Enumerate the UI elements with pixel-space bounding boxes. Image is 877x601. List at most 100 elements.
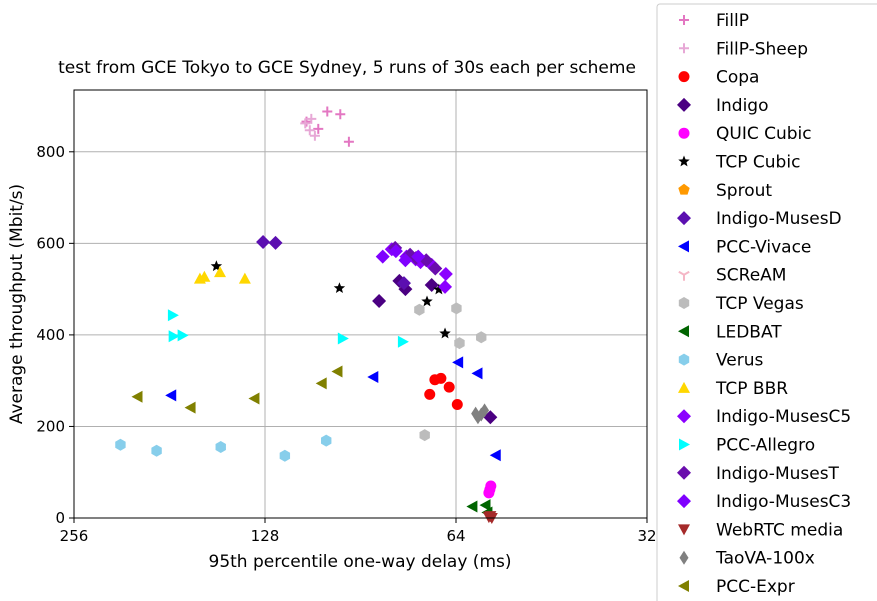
legend-marker [679, 15, 689, 25]
data-point [476, 407, 486, 422]
legend-marker [679, 43, 689, 54]
data-point [165, 389, 177, 402]
data-point [337, 332, 349, 345]
data-point [489, 449, 501, 462]
data-point [438, 279, 453, 294]
data-point [268, 235, 283, 250]
legend-label: Sprout [716, 181, 772, 201]
y-tick-label: 0 [55, 509, 65, 527]
data-point [428, 261, 443, 276]
data-point [313, 123, 324, 134]
data-point [151, 444, 162, 457]
legend-label: TCP BBR [715, 379, 788, 399]
data-point [454, 337, 465, 350]
legend-label: FillP [716, 11, 749, 31]
legend-label: QUIC Cubic [716, 124, 812, 144]
legend-marker [678, 183, 690, 195]
legend-label: LEDBAT [716, 322, 782, 342]
legend-marker [677, 97, 691, 112]
legend-label: TaoVA-100x [715, 549, 815, 569]
data-point [304, 125, 315, 136]
legend-label: Indigo-MusesD [716, 209, 842, 229]
legend-marker [679, 550, 689, 565]
legend-marker [678, 524, 690, 536]
data-point [210, 260, 223, 272]
data-point [375, 249, 390, 264]
legend-label: Indigo [716, 96, 769, 116]
data-point [331, 365, 343, 378]
data-points [115, 106, 501, 524]
data-point [476, 331, 487, 344]
legend-marker [678, 353, 690, 366]
data-point [396, 276, 411, 291]
data-point [279, 449, 291, 462]
data-point [411, 249, 426, 264]
x-tick-label: 32 [637, 527, 656, 545]
legend-label: PCC-Expr [716, 577, 795, 597]
legend-label: PCC-Vivace [716, 237, 811, 257]
legend-label: SCReAM [716, 266, 786, 286]
data-point [309, 130, 320, 141]
legend: FillP FillP-Sheep Copa Indigo QUIC Cubic TCP … [656, 3, 877, 601]
data-point [238, 272, 251, 284]
data-point [452, 356, 464, 369]
legend-marker [678, 297, 690, 309]
data-point [177, 329, 189, 342]
data-point [479, 499, 491, 512]
data-point [198, 270, 211, 282]
legend-marker [677, 409, 691, 424]
legend-label: TCP Vegas [715, 294, 804, 314]
legend-marker [677, 494, 691, 509]
legend-label: PCC-Allegro [716, 436, 815, 456]
data-point [306, 113, 317, 124]
data-point [315, 377, 327, 390]
legend-label: Indigo-MusesT [716, 464, 840, 484]
data-point [397, 335, 409, 348]
data-point [248, 392, 260, 405]
y-tick-label: 400 [36, 326, 65, 344]
data-point [215, 441, 226, 454]
data-point [372, 294, 387, 309]
data-point [167, 309, 179, 322]
legend-marker [677, 465, 691, 480]
x-tick-label: 256 [60, 527, 89, 545]
data-point [438, 267, 453, 282]
legend-label: WebRTC media [716, 520, 843, 540]
data-point [421, 295, 433, 307]
data-point [214, 266, 227, 278]
data-point [451, 398, 463, 410]
x-tick-label: 128 [251, 527, 280, 545]
data-point [322, 106, 333, 117]
legend-marker [677, 211, 691, 226]
plot-frame [73, 89, 648, 519]
legend-marker [678, 240, 689, 253]
data-point [435, 372, 447, 384]
legend-marker [678, 325, 689, 338]
data-point [443, 381, 455, 393]
data-point [168, 330, 180, 343]
data-point [388, 244, 403, 259]
data-point [466, 500, 478, 513]
legend-label: TCP Cubic [715, 153, 800, 173]
data-point [300, 118, 311, 129]
legend-label: FillP-Sheep [716, 39, 808, 59]
data-point [367, 371, 379, 384]
x-tick-label: 64 [446, 527, 465, 545]
data-point [115, 438, 126, 451]
data-point [433, 283, 445, 295]
data-point [439, 327, 451, 339]
data-point [343, 136, 354, 147]
y-tick-label: 200 [36, 417, 65, 435]
legend-label: Indigo-MusesC5 [716, 407, 851, 427]
legend-marker [678, 155, 690, 167]
axis-ticks: 256 128 64 32 0 200 400 600 800 [36, 143, 656, 545]
data-point [419, 429, 430, 442]
data-point [256, 234, 271, 249]
legend-marker [679, 438, 690, 451]
legend-marker [678, 127, 690, 139]
legend-label: Copa [716, 68, 759, 88]
data-point [483, 487, 495, 499]
legend-marker [678, 580, 689, 592]
legend-box [656, 3, 877, 601]
